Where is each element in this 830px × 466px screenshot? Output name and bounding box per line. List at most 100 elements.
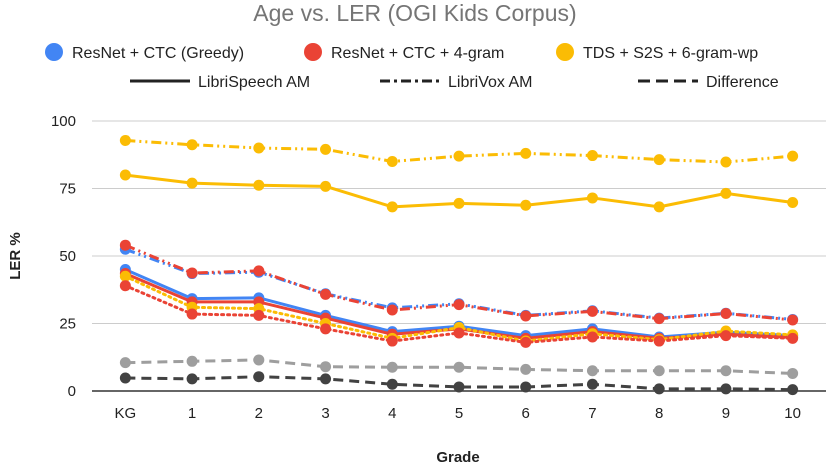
data-point[interactable] [787, 197, 799, 209]
data-point[interactable] [586, 378, 598, 390]
data-point[interactable] [653, 365, 665, 377]
data-point[interactable] [320, 288, 332, 300]
x-tick-label: 2 [255, 405, 263, 422]
data-point[interactable] [186, 267, 198, 279]
data-point[interactable] [320, 180, 332, 192]
data-point[interactable] [586, 331, 598, 343]
y-axis-title: LER % [7, 232, 24, 280]
data-point[interactable] [720, 156, 732, 168]
data-point[interactable] [720, 187, 732, 199]
legend-item-resnet-4gram[interactable]: ResNet + CTC + 4-gram [304, 43, 504, 62]
data-point[interactable] [186, 308, 198, 320]
data-point[interactable] [320, 323, 332, 335]
data-point[interactable] [119, 372, 131, 384]
x-tick-label: 4 [388, 405, 396, 422]
data-point[interactable] [119, 239, 131, 251]
data-point[interactable] [253, 179, 265, 191]
x-axis-title: Grade [436, 449, 479, 466]
x-axis-ticks: KG 1 2 3 4 5 6 7 8 9 10 [115, 405, 801, 422]
chart-title: Age vs. LER (OGI Kids Corpus) [253, 0, 576, 26]
data-point[interactable] [119, 134, 131, 146]
series-7 [119, 280, 799, 348]
legend-label-resnet-greedy: ResNet + CTC (Greedy) [72, 45, 244, 62]
legend-item-tds-s2s[interactable]: TDS + S2S + 6-gram-wp [556, 43, 758, 62]
data-point[interactable] [386, 361, 398, 373]
legend-item-librispeech-am[interactable]: LibriSpeech AM [130, 74, 310, 91]
data-point[interactable] [586, 150, 598, 162]
data-point[interactable] [253, 371, 265, 383]
x-tick-label: KG [115, 405, 137, 422]
data-point[interactable] [186, 373, 198, 385]
series-1 [119, 169, 799, 213]
data-point[interactable] [520, 363, 532, 375]
data-point[interactable] [253, 142, 265, 154]
data-point[interactable] [787, 150, 799, 162]
data-point[interactable] [386, 304, 398, 316]
data-point[interactable] [787, 384, 799, 396]
series-9 [119, 371, 799, 396]
series-3 [119, 239, 799, 326]
data-point[interactable] [720, 330, 732, 342]
data-point[interactable] [653, 313, 665, 325]
data-point[interactable] [520, 147, 532, 159]
data-point[interactable] [320, 361, 332, 373]
data-point[interactable] [520, 381, 532, 393]
data-point[interactable] [253, 309, 265, 321]
data-point[interactable] [186, 139, 198, 151]
data-point[interactable] [586, 305, 598, 317]
legend-label-librispeech-am: LibriSpeech AM [198, 74, 310, 91]
data-point[interactable] [320, 373, 332, 385]
data-point[interactable] [386, 335, 398, 347]
legend-marker-resnet-4gram [304, 43, 322, 61]
data-point[interactable] [119, 270, 131, 282]
x-tick-label: 10 [784, 405, 801, 422]
data-point[interactable] [320, 143, 332, 155]
data-point[interactable] [386, 378, 398, 390]
series-0 [119, 134, 799, 168]
data-point[interactable] [653, 201, 665, 213]
data-point[interactable] [520, 310, 532, 322]
data-point[interactable] [453, 381, 465, 393]
x-tick-label: 6 [522, 405, 530, 422]
data-point[interactable] [720, 308, 732, 320]
data-point[interactable] [253, 354, 265, 366]
data-point[interactable] [119, 280, 131, 292]
data-point[interactable] [787, 332, 799, 344]
x-tick-label: 5 [455, 405, 463, 422]
data-point[interactable] [386, 156, 398, 167]
data-point[interactable] [186, 355, 198, 367]
data-point[interactable] [520, 336, 532, 348]
data-point[interactable] [787, 314, 799, 326]
legend-label-resnet-4gram: ResNet + CTC + 4-gram [331, 45, 504, 62]
legend-label-difference: Difference [706, 74, 779, 91]
data-point[interactable] [586, 192, 598, 204]
data-point[interactable] [720, 383, 732, 395]
data-point[interactable] [186, 177, 198, 189]
data-point[interactable] [253, 265, 265, 277]
data-point[interactable] [453, 327, 465, 339]
data-point[interactable] [453, 299, 465, 311]
legend-item-difference[interactable]: Difference [638, 74, 779, 91]
data-point[interactable] [453, 197, 465, 209]
data-point[interactable] [453, 150, 465, 162]
data-point[interactable] [520, 199, 532, 211]
data-point[interactable] [653, 154, 665, 166]
data-series [119, 134, 799, 396]
legend-marker-resnet-greedy [45, 43, 63, 61]
legend-label-tds-s2s: TDS + S2S + 6-gram-wp [583, 45, 758, 62]
data-point[interactable] [787, 367, 799, 379]
data-point[interactable] [386, 201, 398, 213]
data-point[interactable] [119, 169, 131, 181]
data-point[interactable] [653, 335, 665, 347]
legend-item-librivox-am[interactable]: LibriVox AM [380, 74, 532, 91]
legend-item-resnet-greedy[interactable]: ResNet + CTC (Greedy) [45, 43, 244, 62]
y-tick-label: 100 [51, 113, 76, 130]
y-tick-label: 50 [59, 248, 76, 265]
x-tick-label: 8 [655, 405, 663, 422]
data-point[interactable] [453, 361, 465, 373]
data-point[interactable] [653, 383, 665, 395]
data-point[interactable] [586, 365, 598, 377]
data-point[interactable] [119, 357, 131, 369]
data-point[interactable] [720, 365, 732, 377]
